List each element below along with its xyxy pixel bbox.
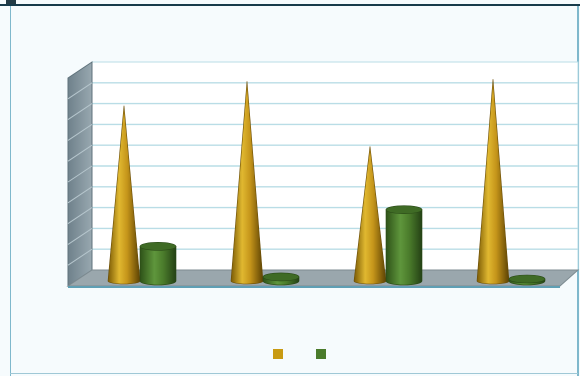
side-gridline <box>67 82 93 100</box>
side-gridline <box>67 207 93 225</box>
chart-marks <box>107 79 546 286</box>
chart-legend <box>273 349 326 359</box>
chart-side-wall <box>67 61 93 287</box>
side-gridline <box>67 227 93 245</box>
cylinder-bar <box>385 209 423 286</box>
cylinder-bar-top <box>262 272 300 282</box>
cylinder-bar-top <box>139 242 177 251</box>
chart-floor <box>66 269 580 288</box>
frame-left-border <box>10 6 11 376</box>
frame-corner-mark <box>6 0 16 4</box>
frame-bottom-border <box>10 373 578 374</box>
side-gridline <box>67 248 93 266</box>
side-gridline <box>67 103 93 121</box>
legend-swatch-green <box>316 349 326 359</box>
side-gridline <box>67 186 93 204</box>
cylinder-bar <box>139 246 177 286</box>
cylinder-bar-top <box>385 205 423 214</box>
side-gridline <box>67 165 93 183</box>
frame-top-border <box>0 4 580 6</box>
side-gridline <box>67 144 93 162</box>
legend-swatch-gold <box>273 349 283 359</box>
side-gridline <box>67 123 93 141</box>
cylinder-bar-top <box>508 274 546 284</box>
